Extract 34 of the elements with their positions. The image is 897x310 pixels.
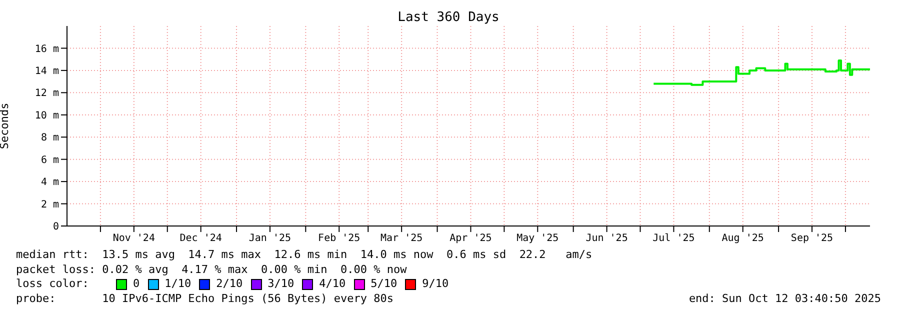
legend-label: 0 (133, 277, 140, 292)
legend-label: 9/10 (422, 277, 449, 292)
x-tick-label: Jan '25 (248, 233, 292, 244)
x-tick-label: Dec '24 (180, 233, 222, 244)
text: end: Sun Oct 12 03:40:50 2025 (688, 292, 881, 306)
y-tick-label: 8 m (40, 132, 59, 144)
text: packet loss: 0.02 % avg 4.17 % max 0.00 % min 0.00 % now (16, 262, 408, 277)
x-tick-label: Jul '25 (652, 233, 695, 244)
y-tick-label: 16 m (34, 44, 59, 55)
x-tick-label: Feb '25 (318, 233, 360, 244)
y-tick-label: 4 m (40, 177, 59, 188)
y-tick-label: 10 m (34, 110, 59, 122)
y-axis-title: Seconds (0, 102, 11, 150)
legend-label: 1/10 (164, 277, 192, 292)
legend-label: 3/10 (268, 277, 294, 292)
legend-label: 2/10 (216, 277, 243, 292)
legend-label: 5/10 (370, 277, 398, 292)
x-tick-label: Nov '24 (112, 233, 155, 244)
chart-title: Last 360 Days (396, 10, 500, 25)
y-tick-label: 12 m (34, 88, 59, 100)
y-tick-label: 6 m (40, 154, 59, 166)
x-tick-label: May '25 (516, 233, 559, 244)
text: probe: 10 IPv6-ICMP Echo Pings (56 Bytes) every 80s (16, 292, 394, 304)
y-tick-label: 2 m (40, 199, 59, 210)
legend-title: loss color: (16, 277, 90, 292)
text: median rtt: 13.5 ms avg 14.7 ms max 12.6 ms min 14.0 ms now 0.6 ms sd 22.2 am/s (16, 248, 594, 262)
x-tick-label: Mar '25 (380, 233, 423, 244)
x-tick-label: Aug '25 (722, 233, 764, 244)
y-tick-label: 14 m (34, 66, 59, 77)
x-tick-label: Apr '25 (450, 233, 492, 244)
y-tick-label: 0 (52, 222, 59, 233)
x-tick-label: Jun '25 (586, 233, 628, 244)
legend-label: 4/10 (319, 277, 346, 292)
x-tick-label: Sep '25 (790, 233, 834, 244)
